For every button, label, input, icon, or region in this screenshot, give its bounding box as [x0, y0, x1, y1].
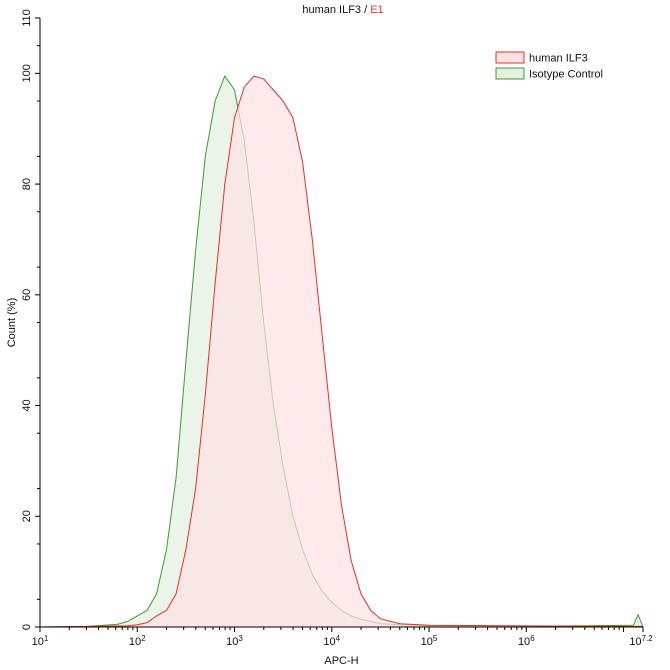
- chart-title: human ILF3 / E1: [302, 4, 383, 16]
- x-tick-label: 101: [32, 634, 49, 648]
- legend-swatch-human-ilf3: [495, 51, 525, 64]
- x-tick-label: 107.2: [629, 634, 653, 648]
- y-tick-label: 110: [21, 9, 33, 27]
- chart-title-gate: E1: [370, 4, 383, 16]
- y-axis-title: Count (%): [6, 298, 18, 348]
- y-tick-label: 100: [21, 64, 33, 82]
- human-ilf3-line: [39, 75, 644, 628]
- isotype-control-area: [40, 76, 643, 628]
- y-tick-label: 60: [21, 289, 33, 301]
- svg-text:human ILF3 / E1: human ILF3 / E1: [302, 4, 383, 16]
- x-tick-label: 103: [226, 634, 243, 648]
- y-tick-label: 40: [21, 399, 33, 411]
- human-ilf3-area: [40, 76, 643, 628]
- legend-label-human-ilf3: human ILF3: [529, 53, 588, 65]
- chart-title-main: human ILF3: [302, 4, 361, 16]
- axes-layer: 101 102 103 104 105 106 107.2 0 20 40 60 80 100 110 AP…: [6, 9, 653, 667]
- legend: human ILF3 Isotype Control: [495, 51, 603, 81]
- y-tick-label: 20: [21, 510, 33, 522]
- x-tick-label: 105: [421, 634, 438, 648]
- legend-label-isotype-control: Isotype Control: [529, 69, 603, 81]
- chart-title-separator: /: [361, 4, 370, 16]
- x-tick-label: 104: [323, 634, 340, 648]
- x-tick-label: 102: [129, 634, 146, 648]
- x-tick-label: 106: [518, 634, 535, 648]
- x-axis-title: APC-H: [324, 655, 358, 667]
- series-layer: [39, 75, 644, 628]
- y-tick-label: 80: [21, 178, 33, 190]
- legend-swatch-isotype-control: [495, 67, 525, 80]
- y-tick-label: 0: [21, 624, 33, 630]
